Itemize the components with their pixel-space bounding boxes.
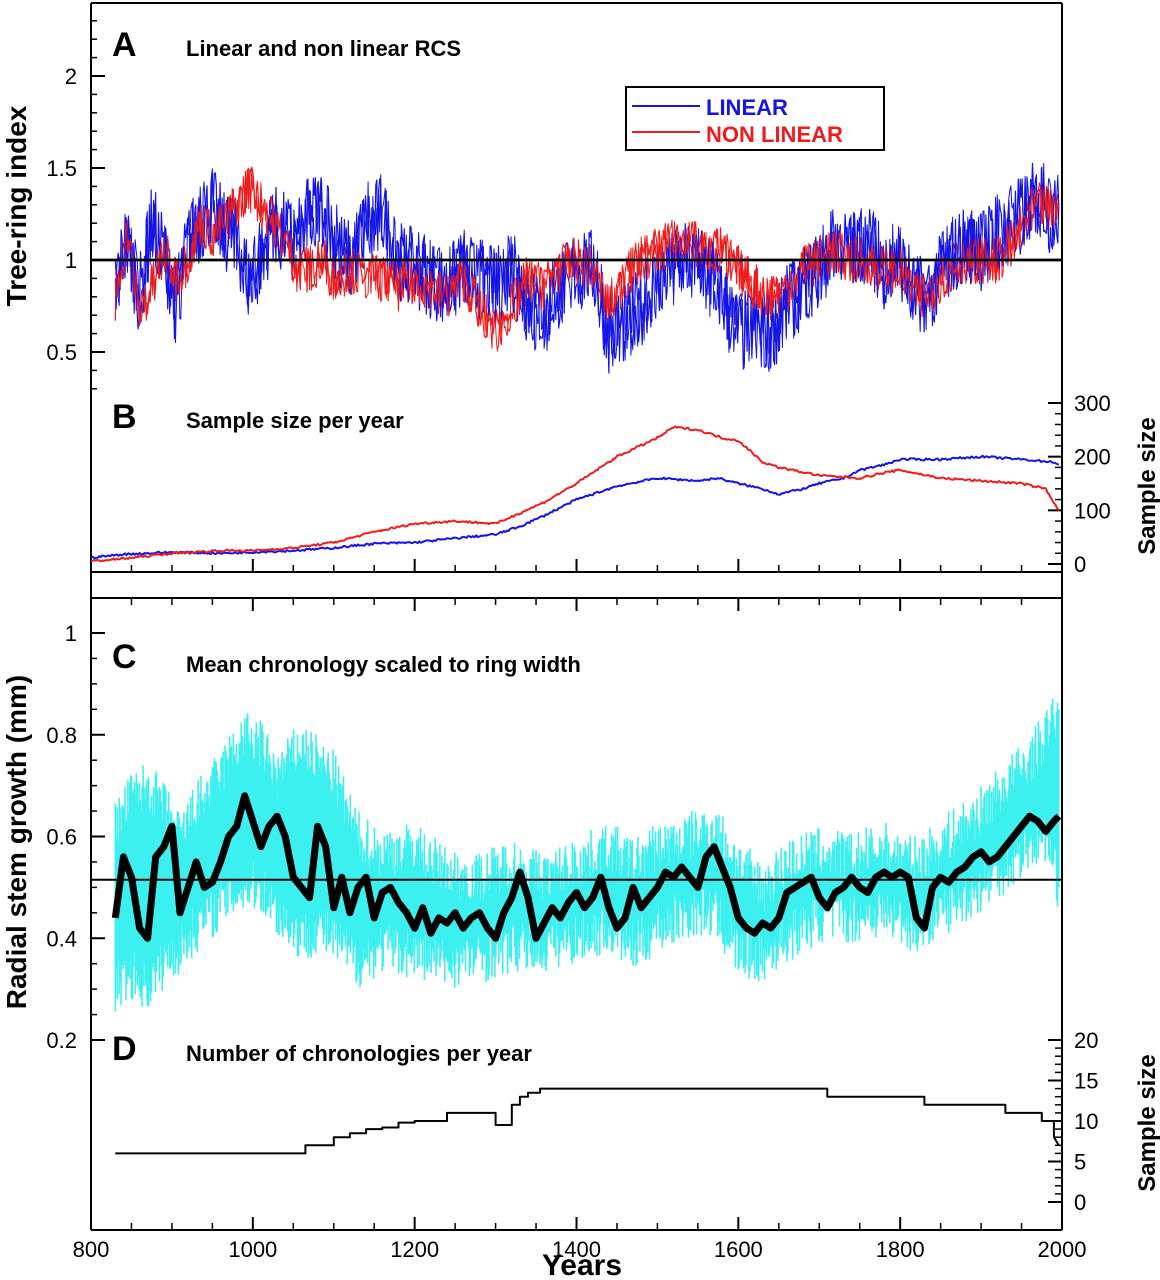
x-tick-label: 1400 (552, 1237, 601, 1262)
panel-letter-d: D (112, 1030, 137, 1068)
y-tick-label-d: 15 (1074, 1069, 1098, 1094)
y-tick-label-a: 0.5 (46, 340, 77, 365)
legend: LINEAR NON LINEAR (625, 86, 885, 151)
y-tick-label-b: 300 (1074, 391, 1111, 416)
y-tick-label-b: 200 (1074, 445, 1111, 470)
panel-letter-c: C (112, 638, 137, 676)
y-tick-label-a: 1.5 (46, 156, 77, 181)
panel-title-b: Sample size per year (186, 408, 404, 433)
y-tick-label-c: 0.2 (46, 1028, 77, 1053)
x-tick-label: 1600 (714, 1237, 763, 1262)
panel-title-d: Number of chronologies per year (186, 1041, 532, 1066)
panel-letter-a: A (112, 26, 137, 64)
tick-marks: 0.511.5201002003000.20.40.60.81051015208… (46, 20, 1111, 1262)
series-line-b-linear (90, 454, 1060, 560)
legend-label-linear: LINEAR (706, 95, 788, 120)
y-tick-label-d: 0 (1074, 1190, 1086, 1215)
y-axis-label-c: Radial stem growth (mm) (1, 675, 32, 1009)
y-axis-label-b: Sample size (1134, 417, 1160, 554)
series-line-d-chronologies (115, 1087, 1060, 1155)
y-tick-label-b: 100 (1074, 498, 1111, 523)
series-line-a-extra-non-linear (114, 169, 1060, 352)
x-tick-label: 800 (73, 1237, 110, 1262)
y-tick-label-d: 5 (1074, 1150, 1086, 1175)
x-axis-label: Years (542, 1249, 622, 1280)
plot-series (90, 162, 1062, 1155)
y-tick-label-c: 0.8 (46, 723, 77, 748)
x-tick-label: 1000 (228, 1237, 277, 1262)
y-tick-label-d: 20 (1074, 1028, 1098, 1053)
y-tick-label-c: 1 (65, 621, 77, 646)
series-line-b-non-linear (90, 425, 1060, 563)
y-tick-label-c: 0.4 (46, 926, 77, 951)
panel-title-a: Linear and non linear RCS (186, 36, 461, 61)
y-tick-label-c: 0.6 (46, 825, 77, 850)
legend-label-nonlinear: NON LINEAR (706, 122, 843, 147)
x-tick-label: 1200 (390, 1237, 439, 1262)
x-tick-label: 1800 (876, 1237, 925, 1262)
y-axis-label-a: Tree-ring index (1, 105, 32, 306)
y-tick-label-d: 10 (1074, 1109, 1098, 1134)
y-tick-label-a: 1 (65, 248, 77, 273)
panel-title-c: Mean chronology scaled to ring width (186, 652, 581, 677)
legend-box (625, 86, 885, 151)
y-tick-label-b: 0 (1074, 552, 1086, 577)
series-line-c-mean (111, 792, 1062, 942)
y-axis-label-d: Sample size (1134, 1054, 1160, 1191)
x-tick-label: 2000 (1038, 1237, 1087, 1262)
y-tick-label-a: 2 (65, 64, 77, 89)
panel-letter-b: B (112, 398, 137, 436)
